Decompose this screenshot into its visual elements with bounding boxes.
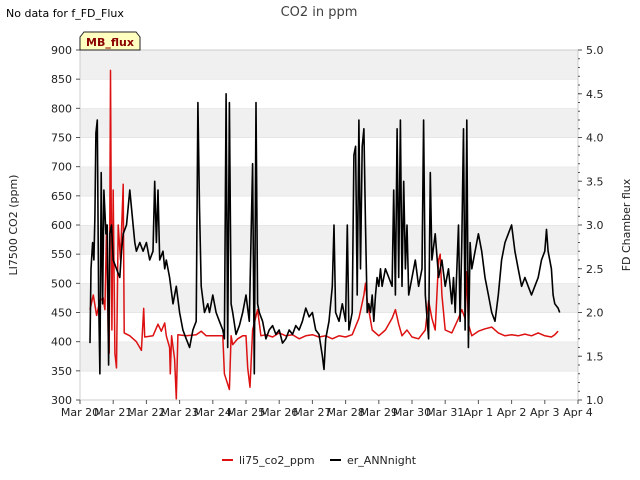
y-tick-label: 750 — [51, 132, 72, 145]
grid-band — [80, 370, 578, 400]
x-tick-label: Mar 31 — [426, 406, 464, 419]
x-tick-label: Mar 29 — [360, 406, 398, 419]
x-tick-label: Mar 30 — [393, 406, 431, 419]
y-tick-label: 900 — [51, 44, 72, 57]
x-tick-label: Mar 22 — [127, 406, 165, 419]
grid-band — [80, 108, 578, 138]
y2-tick-label: 4.0 — [586, 132, 604, 145]
grid-band — [80, 137, 578, 167]
plot-bands — [80, 49, 578, 400]
x-tick-label: Mar 24 — [194, 406, 232, 419]
y-tick-label: 300 — [51, 394, 72, 407]
mb-flux-badge: MB_flux — [79, 31, 141, 51]
y2-tick-label: 2.0 — [586, 307, 604, 320]
y2-tick-label: 4.5 — [586, 88, 604, 101]
legend: li75_co2_ppm er_ANNnight — [222, 454, 417, 467]
grid-band — [80, 341, 578, 371]
x-tick-label: Apr 4 — [563, 406, 593, 419]
x-tick-label: Apr 2 — [497, 406, 527, 419]
y-tick-label: 800 — [51, 102, 72, 115]
y2-tick-label: 1.5 — [586, 350, 604, 363]
chart-title: CO2 in ppm — [281, 5, 358, 20]
y-tick-label: 550 — [51, 248, 72, 261]
x-tick-label: Mar 20 — [61, 406, 99, 419]
grid-band — [80, 166, 578, 196]
y-tick-label: 500 — [51, 277, 72, 290]
x-tick-label: Mar 28 — [326, 406, 364, 419]
x-tick-label: Mar 23 — [160, 406, 198, 419]
grid-band — [80, 79, 578, 109]
grid-band — [80, 50, 578, 80]
y-tick-label: 350 — [51, 365, 72, 378]
badge-shape — [79, 31, 141, 51]
y-tick-label: 650 — [51, 190, 72, 203]
grid-band — [80, 195, 578, 225]
x-tick-label: Apr 1 — [464, 406, 494, 419]
grid-band — [80, 283, 578, 313]
series-lines — [89, 69, 561, 400]
y-tick-label: 450 — [51, 307, 72, 320]
x-tick-label: Mar 27 — [293, 406, 331, 419]
legend-label-er_ANNnight: er_ANNnight — [347, 454, 417, 467]
y2-axis-label: FD Chamber flux — [620, 178, 633, 271]
grid-band — [80, 225, 578, 255]
y2-tick-label: 1.0 — [586, 394, 604, 407]
y-axis-left: 300 350 400 450 500 550 600 650 700 750 800 850 900 — [51, 44, 80, 407]
no-data-note: No data for f_FD_Flux — [6, 7, 124, 20]
y-tick-label: 850 — [51, 73, 72, 86]
y-tick-label: 600 — [51, 219, 72, 232]
y2-tick-label: 3.5 — [586, 175, 604, 188]
y-tick-label: 700 — [51, 161, 72, 174]
series-line-er_ANNnight — [89, 93, 561, 375]
legend-label-li75_co2_ppm: li75_co2_ppm — [239, 454, 315, 467]
y2-tick-label: 5.0 — [586, 44, 604, 57]
y-axis-label: LI7500 CO2 (ppm) — [7, 175, 20, 276]
y2-tick-label: 2.5 — [586, 263, 604, 276]
y-axis-right: 1.0 1.5 2.0 2.5 3.0 3.5 4.0 4.5 5.0 — [578, 44, 604, 407]
x-tick-label: Apr 3 — [530, 406, 560, 419]
grid-band — [80, 254, 578, 284]
y-tick-label: 400 — [51, 336, 72, 349]
x-tick-label: Mar 21 — [94, 406, 132, 419]
y2-tick-label: 3.0 — [586, 219, 604, 232]
x-tick-label: Mar 25 — [227, 406, 265, 419]
badge-label: MB_flux — [86, 36, 134, 49]
x-tick-label: Mar 26 — [260, 406, 298, 419]
